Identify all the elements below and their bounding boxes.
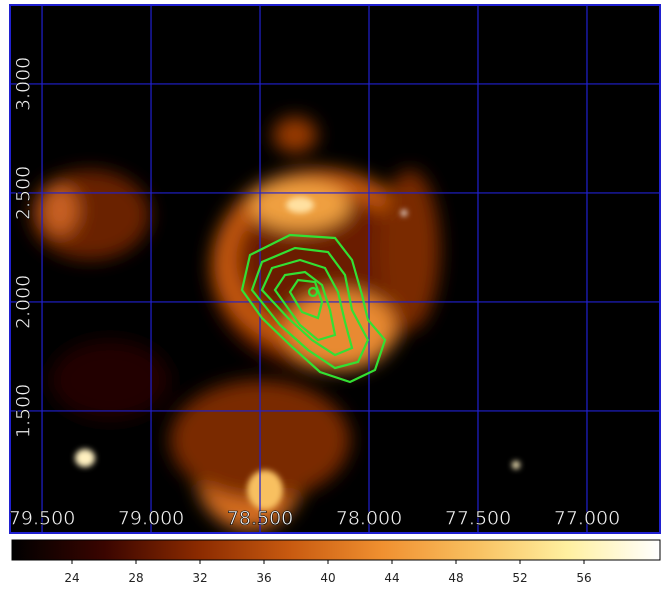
x-tick-label: 78.000 xyxy=(336,508,402,530)
colorbar xyxy=(12,540,660,560)
colorbar-tick-label: 36 xyxy=(256,571,271,585)
colorbar-tick-label: 52 xyxy=(512,571,527,585)
x-tick-label: 77.500 xyxy=(445,508,511,530)
colorbar-tick-label: 24 xyxy=(64,571,79,585)
colorbar-tick-label: 48 xyxy=(448,571,463,585)
figure: 79.500 79.000 78.500 78.000 77.500 77.000 1.50… xyxy=(0,0,670,591)
y-tick-label: 1.500 xyxy=(13,384,35,438)
colorbar-tick-label: 56 xyxy=(576,571,591,585)
y-tick-label: 2.500 xyxy=(13,166,35,220)
x-tick-label: 77.000 xyxy=(554,508,620,530)
y-tick-label: 2.000 xyxy=(13,275,35,329)
x-tick-label: 78.500 xyxy=(227,508,293,530)
x-tick-label: 79.500 xyxy=(9,508,75,530)
colorbar-tick-label: 40 xyxy=(320,571,335,585)
colorbar-tick-label: 28 xyxy=(128,571,143,585)
colorbar-tick-label: 44 xyxy=(384,571,399,585)
y-tick-label: 3.000 xyxy=(13,57,35,111)
x-tick-label: 79.000 xyxy=(118,508,184,530)
colorbar-ticks: 24 28 32 36 40 44 48 52 56 xyxy=(64,560,591,585)
colorbar-tick-label: 32 xyxy=(192,571,207,585)
